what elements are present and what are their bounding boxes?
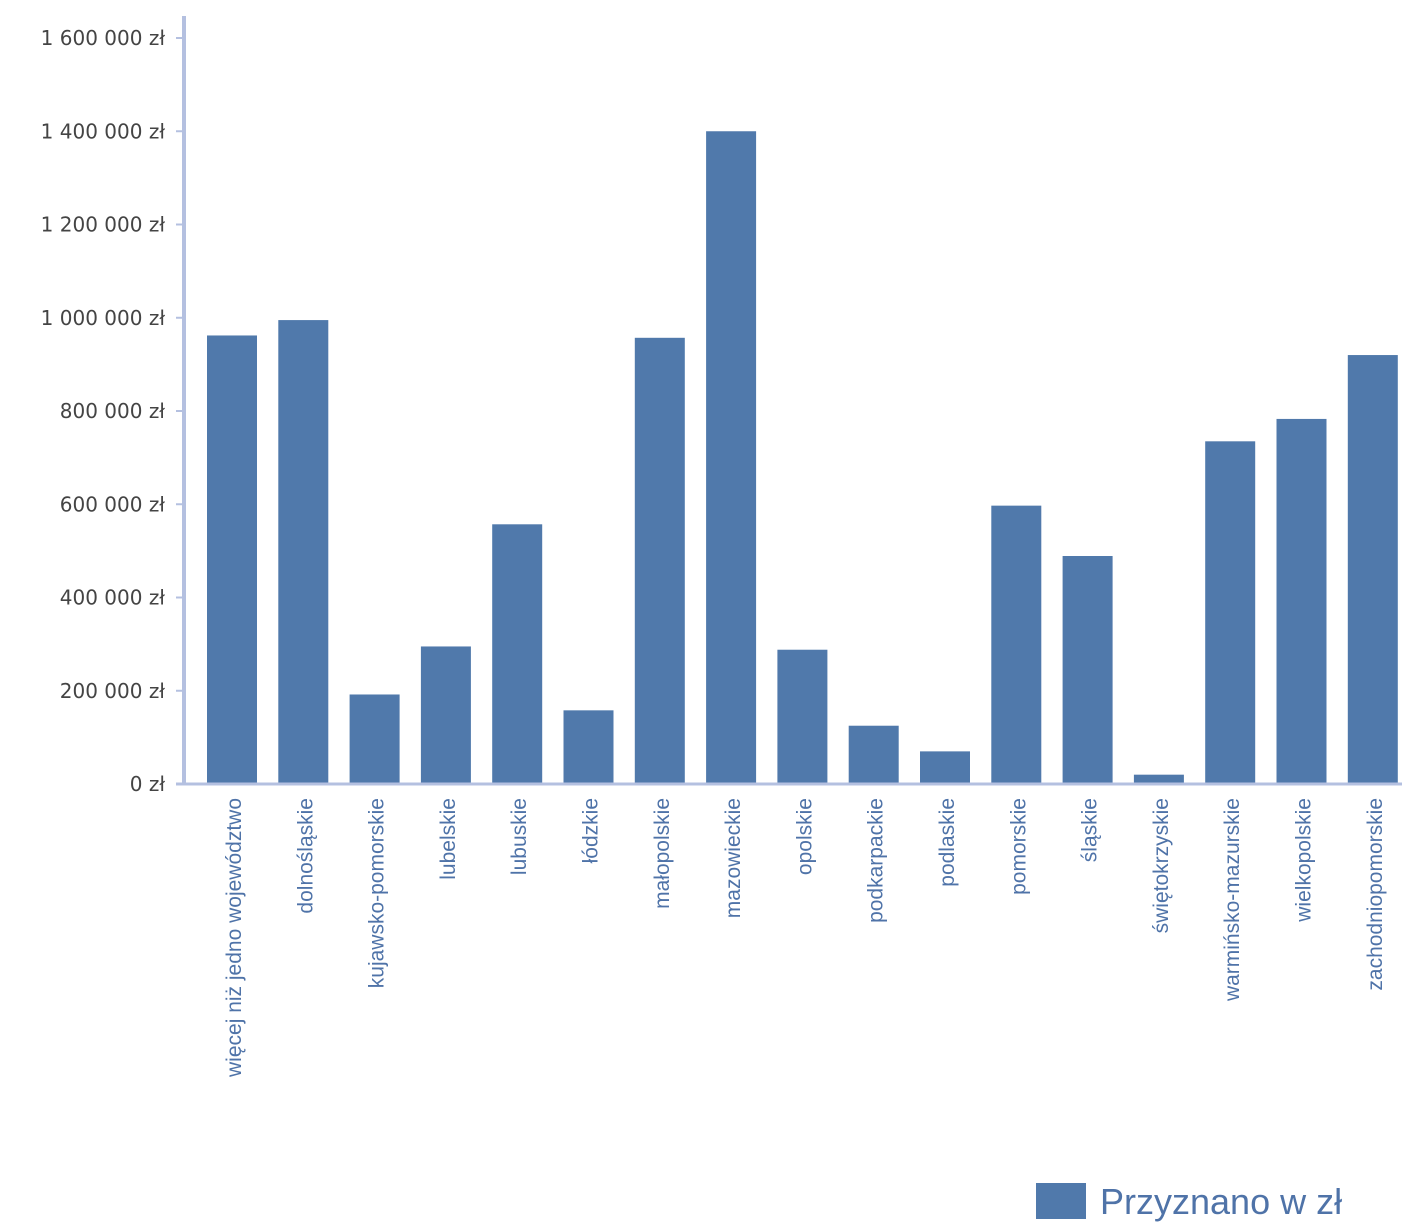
x-tick-label: wielkopolskie [1293, 798, 1316, 923]
bar [278, 320, 329, 784]
bar [991, 505, 1042, 784]
legend: Przyznano w zł [1036, 1181, 1342, 1222]
y-tick-label: 0 zł [130, 772, 166, 796]
y-tick-label: 1 200 000 zł [41, 213, 166, 237]
y-tick-label: 1 600 000 zł [41, 26, 166, 50]
x-tick-label: kujawsko-pomorskie [366, 798, 389, 988]
x-axis: więcej niż jedno województwo dolnośląskie… [176, 782, 1402, 1078]
bar [207, 335, 257, 784]
bar [706, 131, 757, 784]
x-tick-label: więcej niż jedno województwo [223, 798, 246, 1078]
bar [848, 725, 899, 784]
bar [420, 646, 471, 784]
x-tick-label: pomorskie [1007, 798, 1030, 895]
y-tick-label: 1 000 000 zł [41, 306, 166, 330]
bar [634, 337, 685, 784]
x-tick-label: mazowieckie [722, 798, 745, 918]
x-tick-label: łódzkie [580, 798, 603, 863]
bar [492, 524, 543, 784]
y-tick-label: 1 400 000 zł [41, 119, 166, 143]
y-tick-label: 200 000 zł [60, 679, 166, 703]
bar [563, 710, 614, 784]
legend-swatch [1036, 1183, 1086, 1219]
x-tick-label: śląskie [1079, 798, 1102, 862]
bar [920, 751, 970, 784]
bar [1205, 441, 1256, 784]
x-tick-label: lubelskie [437, 798, 460, 880]
y-tick-label: 600 000 zł [60, 492, 166, 516]
x-tick-label: opolskie [793, 798, 816, 875]
x-tick-label: warmińsko-mazurskie [1221, 798, 1244, 1002]
bar [1062, 556, 1113, 784]
bar [349, 694, 400, 784]
bars [207, 131, 1398, 784]
y-axis: 0 zł 200 000 zł 400 000 zł 600 000 zł 800 00… [41, 16, 186, 796]
x-tick-label: podlaskie [936, 798, 959, 887]
bar [1133, 774, 1184, 784]
x-tick-label: świętokrzyskie [1150, 798, 1173, 933]
x-tick-label: dolnośląskie [294, 798, 317, 914]
x-tick-label: podkarpackie [865, 798, 888, 923]
y-tick-label: 800 000 zł [60, 399, 166, 423]
bar [777, 649, 828, 784]
legend-label: Przyznano w zł [1100, 1181, 1342, 1222]
y-tick-label: 400 000 zł [60, 586, 166, 610]
bar [1347, 355, 1398, 784]
x-tick-label: lubuskie [508, 798, 531, 875]
x-tick-label: małopolskie [651, 798, 674, 909]
x-tick-label: zachodniopomorskie [1364, 798, 1387, 991]
bar [1276, 418, 1327, 784]
